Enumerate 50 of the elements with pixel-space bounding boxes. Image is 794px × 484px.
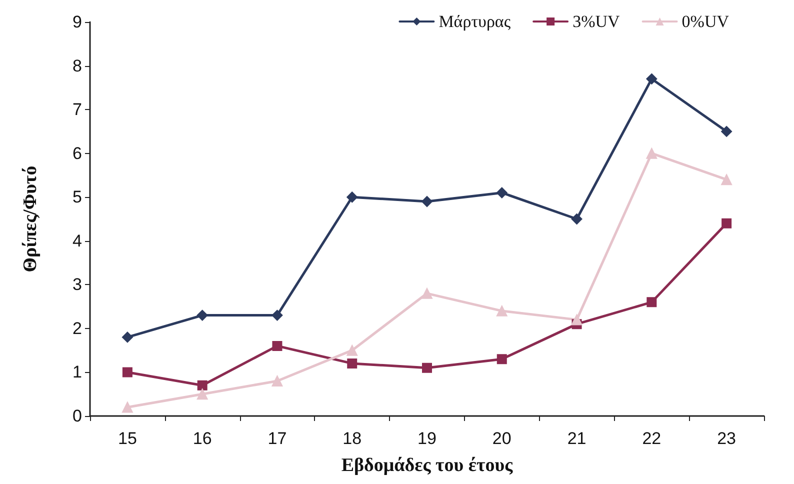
point <box>646 73 658 84</box>
legend-label: 3%UV <box>572 12 621 31</box>
y-tick-label: 0 <box>72 406 82 426</box>
point <box>646 148 658 159</box>
y-tick-label: 5 <box>72 188 82 207</box>
point <box>422 288 432 299</box>
y-tick-label: 7 <box>72 100 82 120</box>
point <box>197 380 208 390</box>
point <box>272 375 283 386</box>
point <box>721 174 732 186</box>
point <box>122 402 133 413</box>
x-tick-label: 15 <box>118 429 137 448</box>
point <box>721 126 732 137</box>
x-tick-label: 23 <box>717 429 736 448</box>
point <box>496 305 508 316</box>
point <box>272 340 282 351</box>
point <box>722 218 732 228</box>
y-tick-label: 6 <box>72 144 82 163</box>
x-tick-label: 19 <box>418 429 436 448</box>
point <box>496 354 507 364</box>
x-tick-label: 18 <box>342 429 362 448</box>
point <box>422 362 432 373</box>
point <box>196 388 208 400</box>
y-tick-label: 2 <box>72 318 82 338</box>
x-axis-title: Εβδομάδες του έτους <box>341 455 514 476</box>
point <box>122 367 132 378</box>
point <box>346 344 358 356</box>
y-axis-title: Θρίπες/Φυτό <box>20 166 41 272</box>
legend-label: 0%UV <box>682 12 730 31</box>
y-tick-label: 4 <box>72 231 82 250</box>
x-tick-label: 16 <box>192 429 212 448</box>
point <box>422 196 432 207</box>
point <box>122 332 133 343</box>
y-tick-label: 1 <box>72 362 82 382</box>
x-tick-label: 17 <box>268 429 287 448</box>
x-tick-label: 22 <box>642 429 662 448</box>
point <box>571 314 582 326</box>
point <box>196 310 208 321</box>
x-tick-label: 20 <box>492 429 512 448</box>
y-tick-label: 9 <box>72 12 82 32</box>
y-tick-label: 8 <box>72 56 82 76</box>
point <box>571 214 582 224</box>
point <box>347 358 358 368</box>
x-tick-label: 21 <box>567 429 586 448</box>
point <box>346 192 358 203</box>
y-tick-label: 3 <box>72 275 82 294</box>
point <box>646 297 657 308</box>
legend-label: Μάρτυρας <box>438 12 511 31</box>
point <box>496 187 508 198</box>
point <box>272 310 283 321</box>
